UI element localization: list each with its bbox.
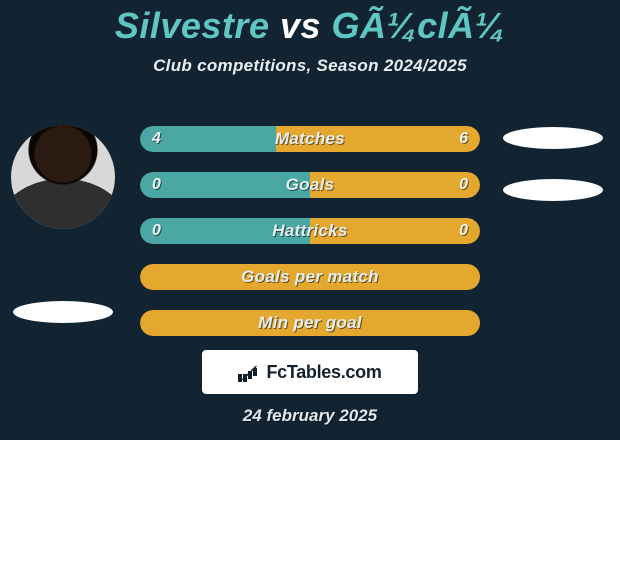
player-b-name-plate-1 — [503, 127, 603, 149]
stat-label: Goals — [140, 172, 480, 198]
stat-row: Min per goal — [140, 310, 480, 336]
stat-label: Hattricks — [140, 218, 480, 244]
page-title: Silvestre vs GÃ¼clÃ¼ — [0, 0, 620, 46]
stat-row: Goals per match — [140, 264, 480, 290]
stat-label: Goals per match — [140, 264, 480, 290]
title-player-b: GÃ¼clÃ¼ — [332, 5, 506, 46]
player-b-name-plate-2 — [503, 179, 603, 201]
subtitle: Club competitions, Season 2024/2025 — [0, 56, 620, 76]
brand-badge: FcTables.com — [202, 350, 418, 394]
snapshot-date: 24 february 2025 — [0, 406, 620, 426]
stat-label: Min per goal — [140, 310, 480, 336]
stat-label: Matches — [140, 126, 480, 152]
title-vs: vs — [280, 5, 321, 46]
stat-row: 46Matches — [140, 126, 480, 152]
player-b-column — [498, 125, 608, 201]
player-a-avatar — [11, 125, 115, 229]
player-a-name-plate — [13, 301, 113, 323]
player-a-column — [8, 125, 118, 323]
stat-row: 00Goals — [140, 172, 480, 198]
comparison-card: Silvestre vs GÃ¼clÃ¼ Club competitions, … — [0, 0, 620, 440]
avatar-placeholder-icon — [11, 125, 115, 229]
stats-panel: 46Matches 00Goals 00Hattricks Goals per mat… — [140, 126, 480, 356]
bar-chart-icon — [238, 362, 260, 382]
brand-text: FcTables.com — [266, 362, 381, 383]
title-player-a: Silvestre — [115, 5, 270, 46]
stat-row: 00Hattricks — [140, 218, 480, 244]
